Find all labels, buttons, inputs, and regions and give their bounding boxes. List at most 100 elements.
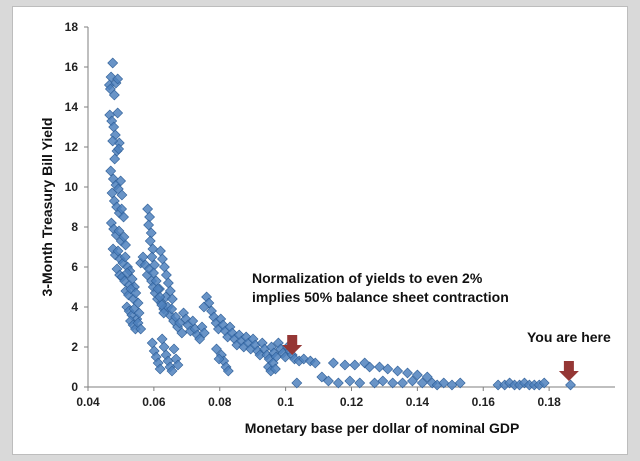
annotation-arrows [282, 335, 579, 381]
data-point [144, 211, 156, 223]
x-tick-label: 0.08 [208, 395, 232, 409]
data-point [113, 143, 125, 155]
data-point [421, 371, 433, 383]
data-point [407, 375, 418, 387]
y-tick-label: 4 [71, 300, 78, 314]
data-point [198, 301, 210, 313]
data-point [142, 203, 154, 215]
data-point [113, 225, 125, 237]
x-tick-label: 0.14 [406, 395, 430, 409]
data-point [109, 153, 121, 165]
data-point [316, 371, 328, 383]
data-point [166, 303, 178, 315]
data-point [332, 377, 344, 389]
data-point [339, 359, 351, 371]
data-point [397, 377, 408, 389]
data-point [438, 377, 450, 389]
x-tick-label: 0.04 [76, 395, 100, 409]
data-point [327, 357, 339, 369]
data-point [354, 377, 366, 389]
x-tick-label: 0.06 [142, 395, 166, 409]
data-point [156, 333, 168, 345]
data-point [120, 239, 131, 251]
x-axis-label: Monetary base per dollar of nominal GDP [245, 420, 520, 436]
data-point [146, 337, 158, 349]
data-point [162, 277, 174, 289]
x-tick-label: 0.16 [472, 395, 496, 409]
data-point [176, 327, 188, 339]
data-point [144, 235, 156, 247]
data-point [349, 359, 361, 371]
data-point [130, 287, 142, 299]
data-point [168, 343, 180, 355]
data-point [374, 361, 385, 373]
data-point [323, 375, 334, 387]
data-point [154, 363, 166, 375]
x-tick-label: 0.18 [537, 395, 561, 409]
data-point [112, 73, 124, 85]
data-point [377, 375, 389, 387]
data-point [115, 175, 127, 187]
y-tick-label: 2 [71, 340, 78, 354]
y-tick-label: 14 [65, 100, 79, 114]
data-point [143, 219, 155, 231]
y-tick-label: 0 [71, 380, 78, 394]
data-point [387, 377, 399, 389]
data-point [344, 375, 356, 387]
data-point [148, 267, 159, 279]
axis-ticks: 0.04 0.06 0.08 0.1 0.12 0.14 0.16 0.18 0 2 4 6 8 10 12… [65, 20, 561, 409]
y-tick-label: 16 [65, 60, 79, 74]
data-point [402, 367, 413, 379]
annotation-you-are-here: You are here [527, 329, 611, 345]
y-tick-label: 18 [65, 20, 79, 34]
data-point [364, 361, 376, 373]
data-point [135, 323, 147, 335]
data-point [269, 363, 281, 375]
data-point [118, 211, 129, 223]
data-point [291, 377, 303, 389]
data-point [211, 343, 222, 355]
data-point [382, 363, 394, 375]
data-point [104, 83, 116, 95]
data-point [392, 365, 404, 377]
x-tick-label: 0.12 [340, 395, 364, 409]
you-are-here-arrow [558, 361, 579, 381]
y-axis-label: 3-Month Treasury Bill Yield [39, 118, 55, 297]
data-point [416, 377, 428, 389]
data-point [121, 267, 133, 279]
data-point [146, 251, 158, 263]
data-point [213, 353, 225, 365]
data-point [411, 369, 423, 381]
data-point [565, 379, 576, 391]
data-point [222, 365, 234, 377]
data-point [454, 377, 466, 389]
data-point [538, 377, 550, 389]
annotation-normalization-line2: implies 50% balance sheet contraction [252, 289, 509, 305]
data-point [133, 307, 145, 319]
data-point [105, 165, 117, 177]
data-point [194, 333, 206, 345]
data-point [160, 269, 172, 281]
data-point [158, 341, 170, 353]
y-tick-label: 12 [65, 140, 79, 154]
data-point [116, 189, 128, 201]
data-point [119, 251, 131, 263]
data-points [103, 57, 576, 391]
data-point [166, 365, 178, 377]
data-point [198, 327, 210, 339]
x-tick-label: 0.1 [277, 395, 294, 409]
data-point [446, 379, 458, 391]
data-point [107, 57, 119, 69]
y-tick-label: 6 [71, 260, 78, 274]
data-point [112, 107, 124, 119]
data-point [158, 307, 170, 319]
data-point [158, 261, 170, 273]
data-point [309, 357, 321, 369]
data-point [166, 293, 178, 305]
data-point [172, 359, 184, 371]
data-point [107, 135, 119, 147]
normalization-arrow [282, 335, 303, 355]
y-tick-label: 10 [65, 180, 79, 194]
data-point [157, 253, 168, 265]
